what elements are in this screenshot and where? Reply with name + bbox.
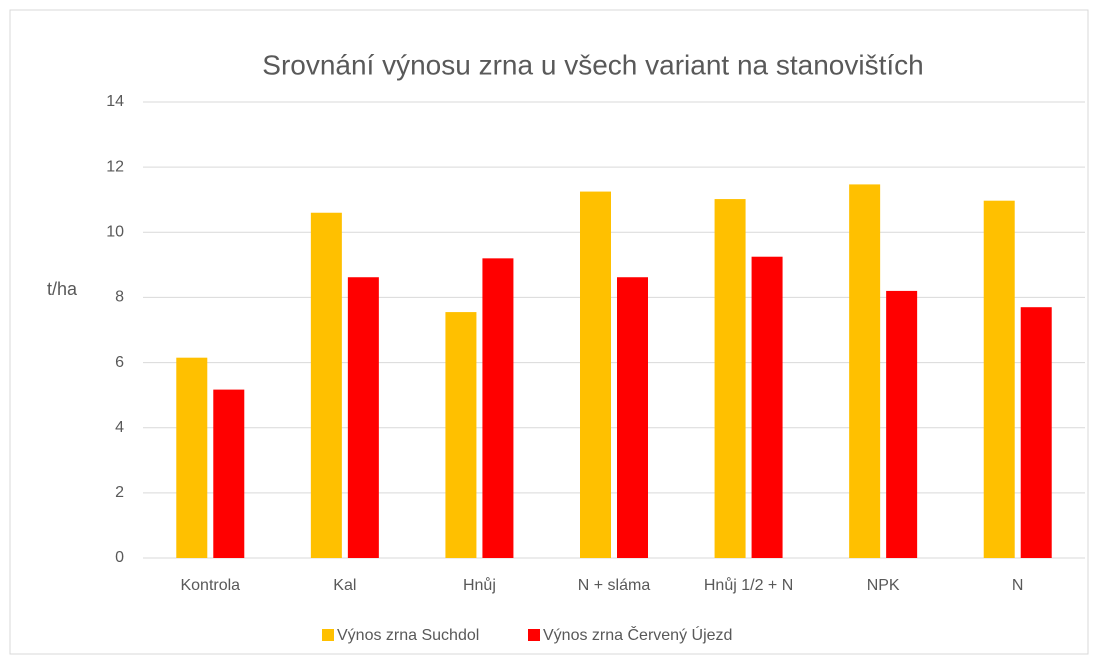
x-tick-label: NPK	[867, 577, 900, 594]
bar	[617, 277, 648, 558]
y-tick-label: 8	[115, 289, 124, 306]
bar	[886, 290, 918, 558]
bar	[445, 312, 477, 558]
bar	[347, 277, 379, 558]
bar	[849, 184, 881, 559]
x-tick-label: Kontrola	[180, 577, 240, 594]
bar	[983, 200, 1015, 559]
legend-label: Výnos zrna Červený Újezd	[543, 625, 732, 644]
y-tick-label: 10	[106, 224, 124, 241]
bar	[310, 212, 342, 558]
x-tick-label: N	[1012, 577, 1024, 594]
legend-swatch	[528, 629, 540, 641]
y-tick-label: 2	[115, 484, 124, 501]
x-tick-label: Hnůj	[463, 576, 496, 594]
legend-swatch	[322, 629, 334, 641]
bar	[1020, 307, 1052, 558]
y-tick-label: 12	[106, 158, 124, 175]
y-tick-label: 14	[106, 93, 124, 110]
bar	[482, 258, 514, 558]
chart-border	[9, 9, 1089, 655]
legend-label: Výnos zrna Suchdol	[337, 627, 479, 644]
x-tick-label: Kal	[333, 577, 356, 594]
bar	[176, 357, 208, 558]
bar	[751, 256, 783, 558]
bar	[580, 191, 611, 559]
bar	[714, 199, 746, 558]
y-tick-label: 4	[115, 419, 124, 436]
y-axis-label: t/ha	[47, 279, 78, 299]
y-tick-label: 0	[115, 549, 124, 566]
x-tick-label: N + sláma	[578, 577, 651, 594]
bar	[213, 389, 245, 558]
y-tick-label: 6	[115, 354, 124, 371]
x-tick-label: Hnůj 1/2 + N	[704, 576, 793, 594]
chart-title: Srovnání výnosu zrna u všech variant na …	[262, 49, 923, 80]
